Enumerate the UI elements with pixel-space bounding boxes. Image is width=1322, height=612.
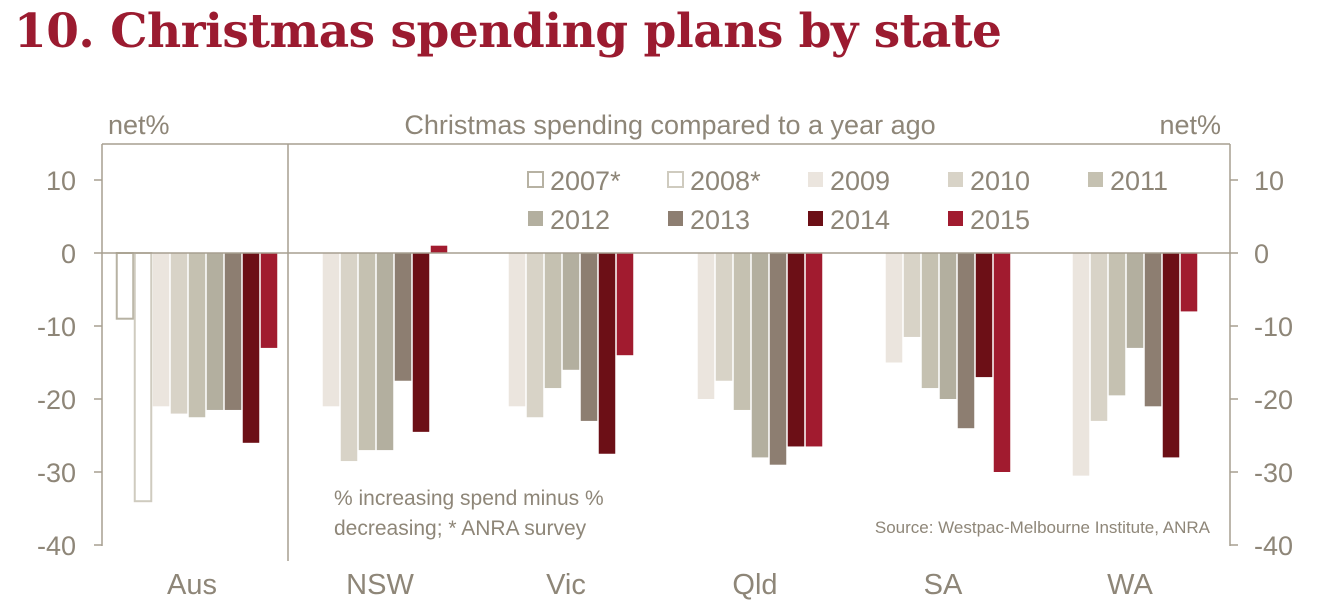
bar-wa-2010 — [1090, 253, 1108, 421]
legend-swatch-2014 — [808, 211, 823, 226]
bar-sa-2011 — [921, 253, 939, 389]
bar-wa-2012 — [1126, 253, 1144, 348]
bar-aus-2009 — [152, 253, 170, 407]
bar-aus-2007 — [115, 252, 135, 320]
legend-swatch-2013 — [668, 211, 683, 226]
legend-swatch-2015 — [948, 211, 963, 226]
bar-qld-2009 — [697, 253, 715, 399]
bar-aus-2011 — [188, 253, 206, 418]
note-line-1: % increasing spend minus % — [334, 487, 604, 510]
category-label-qld: Qld — [732, 569, 777, 601]
bar-vic-2015 — [616, 253, 634, 356]
left-tick-label: -20 — [37, 385, 76, 415]
bar-vic-2011 — [544, 253, 562, 389]
note-line-2: decreasing; * ANRA survey — [334, 517, 587, 540]
bar-nsw-2013 — [394, 253, 412, 381]
category-label-aus: Aus — [167, 569, 217, 601]
bar-sa-2014 — [975, 253, 993, 378]
category-label-vic: Vic — [546, 569, 586, 601]
right-tick-label: -20 — [1254, 385, 1293, 415]
left-tick-label: -30 — [37, 458, 76, 488]
left-axis-label: net% — [108, 110, 170, 140]
legend-swatch-2011 — [1088, 172, 1103, 187]
bar-aus-2015 — [260, 253, 278, 348]
legend-label-2012: 2012 — [550, 205, 610, 235]
bar-aus-2010 — [170, 253, 188, 414]
right-axis-label: net% — [1159, 110, 1221, 140]
legend-label-2007: 2007* — [550, 166, 621, 196]
bar-qld-2011 — [733, 253, 751, 410]
bar-aus-2012 — [206, 253, 224, 410]
bar-wa-2013 — [1144, 253, 1162, 407]
category-label-nsw: NSW — [346, 569, 414, 601]
bar-wa-2011 — [1108, 253, 1126, 396]
chart-title: Christmas spending compared to a year ag… — [404, 110, 935, 140]
right-tick-label: 0 — [1254, 239, 1269, 269]
legend-label-2011: 2011 — [1110, 166, 1168, 196]
bar-nsw-2014 — [412, 253, 430, 432]
legend-swatch-2010 — [948, 172, 963, 187]
legend-swatch-2012 — [528, 211, 543, 226]
source-note: Source: Westpac-Melbourne Institute, ANR… — [875, 518, 1211, 537]
bar-nsw-2009 — [322, 253, 340, 407]
bar-sa-2015 — [993, 253, 1011, 472]
bar-vic-2014 — [598, 253, 616, 454]
legend-label-2015: 2015 — [970, 205, 1030, 235]
page-title: 10. Christmas spending plans by state — [14, 4, 1002, 59]
right-tick-label: 10 — [1254, 166, 1284, 196]
left-tick-label: 10 — [46, 166, 76, 196]
legend-label-2014: 2014 — [830, 205, 890, 235]
bar-aus-2014 — [242, 253, 260, 443]
bar-qld-2015 — [805, 253, 823, 447]
legend-swatch-2008 — [667, 171, 684, 188]
bar-qld-2012 — [751, 253, 769, 458]
legend-label-2009: 2009 — [830, 166, 890, 196]
legend-label-2013: 2013 — [690, 205, 750, 235]
bar-sa-2009 — [885, 253, 903, 363]
legend-swatch-2007 — [527, 171, 544, 188]
left-tick-label: -40 — [37, 531, 76, 561]
bar-wa-2009 — [1072, 253, 1090, 476]
bar-qld-2014 — [787, 253, 805, 447]
right-tick-label: -30 — [1254, 458, 1293, 488]
bar-sa-2013 — [957, 253, 975, 429]
bar-aus-2013 — [224, 253, 242, 410]
left-tick-label: -10 — [37, 312, 76, 342]
bar-sa-2010 — [903, 253, 921, 337]
category-label-wa: WA — [1107, 569, 1153, 601]
bar-vic-2013 — [580, 253, 598, 421]
bar-aus-2008 — [133, 252, 153, 503]
bar-nsw-2010 — [340, 253, 358, 462]
legend-label-2008: 2008* — [690, 166, 761, 196]
bar-vic-2012 — [562, 253, 580, 370]
category-label-sa: SA — [924, 569, 963, 601]
bar-nsw-2015 — [430, 245, 448, 253]
legend-label-2010: 2010 — [970, 166, 1030, 196]
bar-sa-2012 — [939, 253, 957, 399]
bar-wa-2014 — [1162, 253, 1180, 458]
bar-qld-2013 — [769, 253, 787, 465]
bar-wa-2015 — [1180, 253, 1198, 312]
bar-nsw-2012 — [376, 253, 394, 451]
bar-vic-2010 — [526, 253, 544, 418]
bar-nsw-2011 — [358, 253, 376, 451]
bar-vic-2009 — [508, 253, 526, 407]
right-tick-label: -10 — [1254, 312, 1293, 342]
left-tick-label: 0 — [61, 239, 76, 269]
right-tick-label: -40 — [1254, 531, 1293, 561]
bar-qld-2010 — [715, 253, 733, 381]
legend-swatch-2009 — [808, 172, 823, 187]
